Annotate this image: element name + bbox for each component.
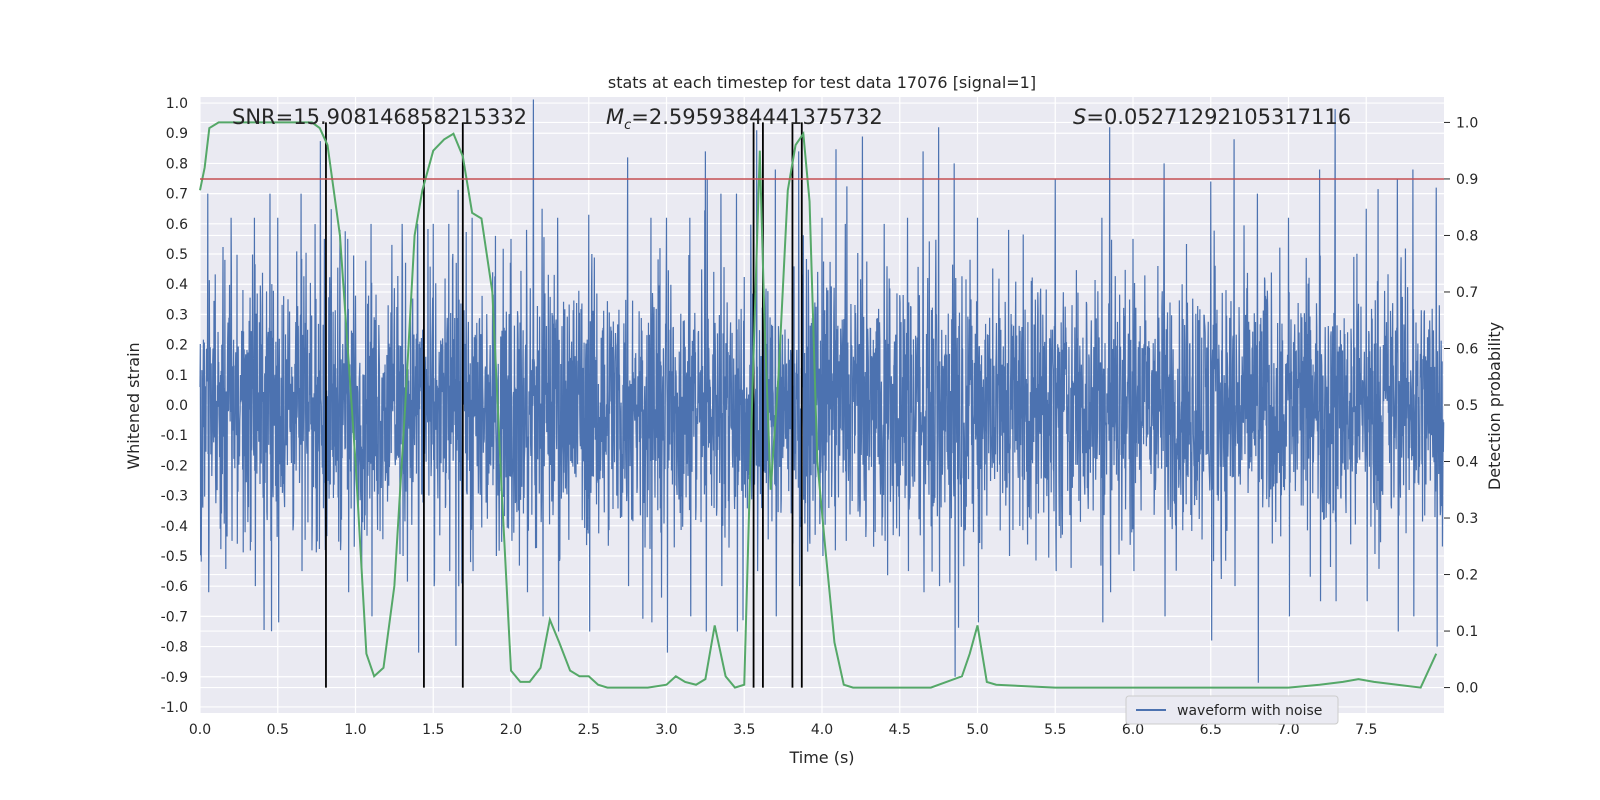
y-right-tick-label: 0.1 <box>1456 624 1478 640</box>
chart-title: stats at each timestep for test data 170… <box>608 73 1036 92</box>
y-left-tick-label: 0.7 <box>166 187 188 203</box>
x-axis-ticks: 0.0 0.5 1.0 1.5 2.0 2.5 3.0 3.5 4.0 4.5 5.0 5.5 6.0 6… <box>189 722 1378 738</box>
x-tick-label: 6.0 <box>1122 722 1144 738</box>
y-left-tick-label: -0.5 <box>161 549 188 565</box>
legend-label: waveform with noise <box>1177 703 1322 719</box>
x-tick-label: 3.5 <box>733 722 755 738</box>
y-left-tick-label: -0.6 <box>161 579 188 595</box>
y-right-tick-label: 0.3 <box>1456 511 1478 527</box>
s-symbol: S <box>1073 105 1086 129</box>
x-tick-label: 4.5 <box>889 722 911 738</box>
y-left-tick-label: -0.2 <box>161 458 188 474</box>
chirp-mass-symbol: M <box>606 105 624 129</box>
y-left-tick-label: 1.0 <box>166 96 188 112</box>
y-right-tick-label: 0.9 <box>1456 172 1478 188</box>
s-value: =0.05271292105317116 <box>1086 105 1351 129</box>
detection-markers <box>325 122 803 688</box>
y-left-tick-label: 0.1 <box>166 368 188 384</box>
x-tick-label: 0.0 <box>189 722 211 738</box>
chirp-mass-subscript: c <box>624 118 631 133</box>
y-left-tick-label: 0.3 <box>166 307 188 323</box>
y-right-tick-label: 0.0 <box>1456 681 1478 697</box>
s-annotation: S=0.05271292105317116 <box>1073 105 1351 129</box>
x-tick-label: 7.0 <box>1277 722 1299 738</box>
x-tick-label: 4.0 <box>811 722 833 738</box>
x-tick-label: 3.0 <box>655 722 677 738</box>
y-left-tick-label: 0.6 <box>166 217 188 233</box>
x-tick-label: 6.5 <box>1200 722 1222 738</box>
x-tick-label: 0.5 <box>267 722 289 738</box>
y-right-tick-label: 0.4 <box>1456 455 1478 471</box>
legend-box <box>1125 695 1339 725</box>
y-left-tick-label: -0.3 <box>161 489 188 505</box>
chirp-mass-value: =2.5959384441375732 <box>631 105 882 129</box>
y-right-tick-label: 0.6 <box>1456 341 1478 357</box>
y-left-tick-label: -0.8 <box>161 640 188 656</box>
x-tick-label: 7.5 <box>1355 722 1377 738</box>
snr-annotation: SNR=15.908146858215332 <box>232 105 527 129</box>
y-right-tick-label: 0.5 <box>1456 398 1478 414</box>
waveform-with-noise-line <box>199 99 1445 683</box>
y-right-tick-label: 1.0 <box>1456 115 1478 131</box>
y-right-axis-ticks: 0.0 0.1 0.2 0.3 0.4 0.5 0.6 0.7 0.8 0.9 1.0 <box>1444 115 1478 697</box>
x-tick-label: 2.5 <box>578 722 600 738</box>
y-right-tick-label: 0.7 <box>1456 285 1478 301</box>
waveform-series <box>199 99 1445 683</box>
x-tick-label: 5.0 <box>966 722 988 738</box>
x-tick-label: 5.5 <box>1044 722 1066 738</box>
y-left-tick-label: 0.5 <box>166 247 188 263</box>
y-right-axis-title: Detection probability <box>1485 322 1504 490</box>
y-left-axis-title: Whitened strain <box>124 342 143 469</box>
y-right-tick-label: 0.8 <box>1456 228 1478 244</box>
probability-series <box>199 121 1444 689</box>
y-left-tick-label: 0.8 <box>166 156 188 172</box>
y-left-tick-label: -0.4 <box>161 519 188 535</box>
detection-probability-line <box>199 121 1438 689</box>
x-tick-label: 1.0 <box>344 722 366 738</box>
y-left-tick-label: -0.1 <box>161 428 188 444</box>
y-left-tick-label: 0.2 <box>166 338 188 354</box>
x-axis-title: Time (s) <box>788 748 854 767</box>
x-tick-label: 1.5 <box>422 722 444 738</box>
y-left-tick-label: -0.9 <box>161 670 188 686</box>
y-right-tick-label: 0.2 <box>1456 568 1478 584</box>
legend: waveform with noise <box>1125 695 1339 725</box>
y-left-axis-ticks: -1.0 -0.9 -0.8 -0.7 -0.6 -0.5 -0.4 -0.3 -0.2 -0.1… <box>161 96 188 716</box>
y-left-tick-label: 0.0 <box>166 398 188 414</box>
y-left-tick-label: -0.7 <box>161 609 188 625</box>
y-left-tick-label: 0.4 <box>166 277 188 293</box>
chirp-mass-annotation: Mc=2.5959384441375732 <box>606 105 883 133</box>
y-left-tick-label: -1.0 <box>161 700 188 716</box>
y-left-tick-label: 0.9 <box>166 126 188 142</box>
x-tick-label: 2.0 <box>500 722 522 738</box>
